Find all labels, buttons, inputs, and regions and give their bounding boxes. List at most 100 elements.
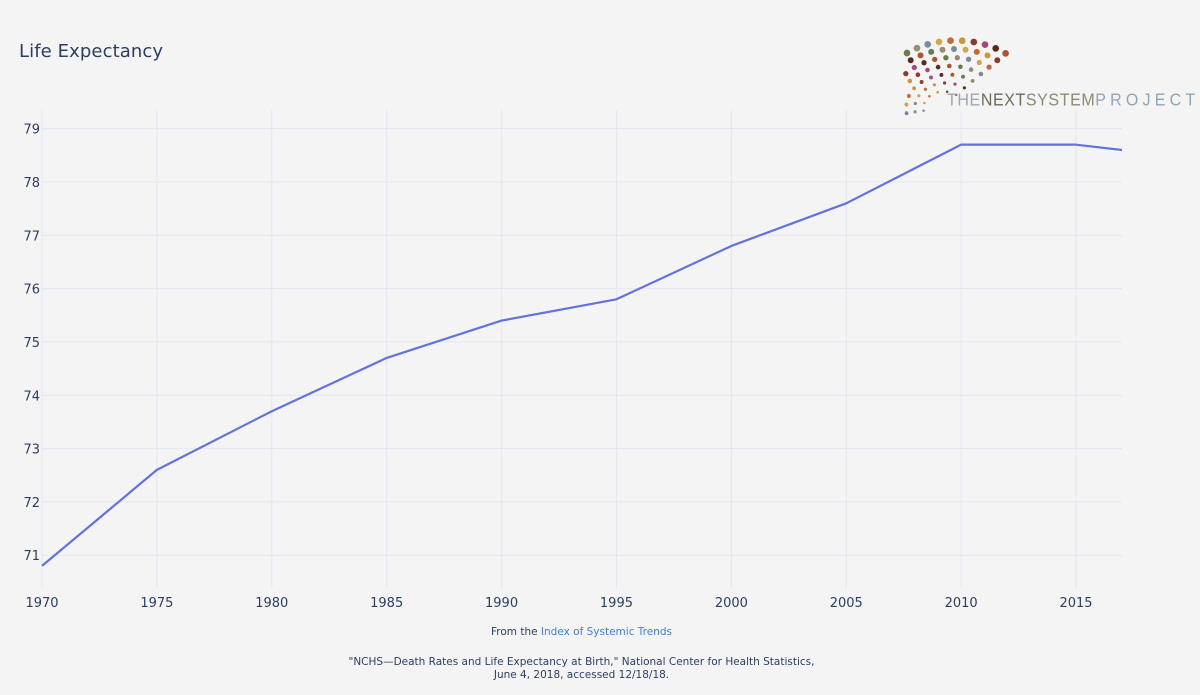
logo-dot [929,75,933,80]
y-gridlines [42,128,1122,556]
x-tick-label: 1980 [255,596,288,611]
logo-dot [968,67,974,72]
logo-dot [954,93,958,96]
logo-dot [994,57,1001,64]
data-point [730,245,733,248]
logo-dot [981,41,989,48]
logo-dot [912,86,917,91]
logo-dot [907,57,914,64]
logo-word-the: THE [947,91,981,110]
chart-title: Life Expectancy [19,41,164,62]
logo-dot [976,59,982,66]
citation-line-2: June 4, 2018, accessed 12/18/18. [493,669,670,681]
logo-dot [915,72,921,77]
logo-dot [921,60,927,66]
x-tick-label: 2000 [715,596,748,611]
logo-dot [913,101,917,106]
logo-dot [904,111,909,116]
x-tick-label: 2015 [1059,596,1092,611]
y-tick-label: 74 [23,389,40,404]
y-tick-label: 75 [23,336,40,351]
y-tick-labels: 71 72 73 74 75 76 77 78 79 [23,123,40,565]
data-point [1075,143,1078,146]
logo-dot [922,109,925,112]
logo-dot [951,46,957,52]
logo-dot [924,41,932,48]
data-point [1121,149,1124,152]
series-layer [41,143,1124,567]
data-point [960,143,963,146]
logo-dot [958,64,963,70]
citation: "NCHS—Death Rates and Life Expectancy at… [0,656,1163,682]
logo-dot [939,72,944,77]
logo-dot [913,110,917,114]
logo-dot [1002,50,1009,57]
logo-dot [958,37,966,45]
data-point [500,319,503,322]
logo-dot [943,55,949,61]
data-point [615,298,618,301]
x-tick-label: 1995 [600,596,633,611]
logo-dot [907,78,913,84]
logo-dot [945,90,949,93]
logo-dot [962,46,969,53]
logo-dot [936,91,939,94]
x-tick-label: 1970 [25,596,58,611]
logo-dot [943,81,947,85]
data-point [845,202,848,205]
y-tick-label: 73 [23,443,40,458]
logo-dot [932,56,938,63]
logo-word-project: PROJECT [1095,91,1200,110]
source-prefix: From the [490,626,538,638]
y-tick-label: 76 [23,283,40,298]
logo-dot [923,101,926,105]
logo-dot [932,83,936,87]
logo-dot [984,52,991,59]
series-line [41,143,1123,567]
x-gridlines [41,110,1077,588]
logo-dot [913,44,921,52]
logo-dot [954,55,960,61]
index-of-systemic-trends-link[interactable]: Index of Systemic Trends [540,626,673,638]
logo-dot [904,102,909,107]
x-tick-label: 1985 [370,596,403,611]
x-tick-labels: 1970 1975 1980 1985 1990 1995 2000 2005 2010 2015 [25,596,1092,611]
logo-dot [903,70,909,77]
logo-wordmark: THENEXTSYSTEMPROJECT [947,91,1199,110]
logo-dot [947,63,952,69]
logo-dot [950,72,955,77]
y-tick-label: 79 [23,123,40,138]
logo-dot [970,78,975,83]
next-system-project-logo[interactable]: THENEXTSYSTEMPROJECT [900,30,1195,120]
y-tick-label: 71 [23,549,40,564]
logo-dot [935,38,943,46]
source-line: From the Index of Systemic Trends [0,626,1163,638]
data-point [41,564,44,567]
life-expectancy-line-chart: 1970 1975 1980 1985 1990 1995 2000 2005 2010 2015… [23,110,1124,611]
x-tick-label: 2010 [945,596,978,611]
dot-burst-logo-icon [903,37,1009,116]
data-point [155,468,158,471]
logo-dot [928,95,931,98]
logo-dot [903,49,911,57]
logo-dot [919,80,924,84]
data-point [385,357,388,360]
logo-dot [962,86,966,90]
x-tick-label: 1975 [140,596,173,611]
logo-dot [978,71,984,77]
x-tick-label: 1990 [485,596,518,611]
logo-dot [906,94,911,98]
data-point [270,410,273,413]
logo-word-next: NEXT [980,91,1026,110]
citation-line-1: "NCHS—Death Rates and Life Expectancy at… [348,656,815,668]
logo-dot [935,64,941,70]
logo-dot [917,52,924,59]
logo-dot [965,56,972,62]
logo-dot [923,87,927,91]
y-tick-label: 77 [23,229,40,244]
logo-dot [925,67,930,73]
logo-dot [917,94,921,98]
y-tick-label: 72 [23,496,40,511]
y-tick-label: 78 [23,176,40,191]
logo-dot [970,38,978,46]
